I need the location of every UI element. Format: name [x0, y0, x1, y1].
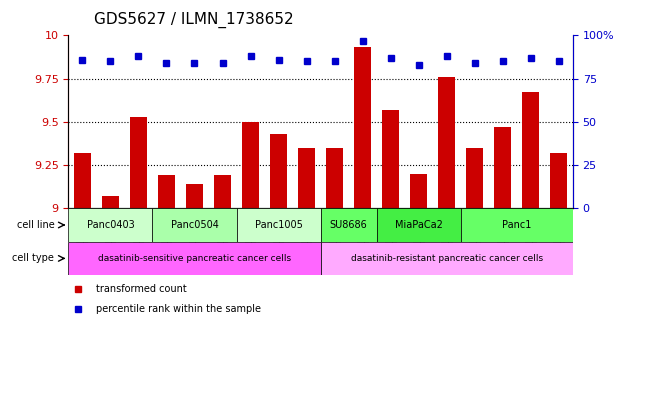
Text: Panc0403: Panc0403 — [87, 220, 134, 230]
Bar — [466, 148, 483, 208]
Bar — [298, 148, 315, 208]
FancyBboxPatch shape — [461, 208, 573, 242]
Text: transformed count: transformed count — [96, 284, 187, 294]
Bar — [214, 175, 231, 208]
FancyBboxPatch shape — [236, 208, 320, 242]
Bar — [410, 174, 427, 208]
Text: percentile rank within the sample: percentile rank within the sample — [96, 303, 261, 314]
FancyBboxPatch shape — [152, 208, 236, 242]
Bar — [326, 148, 343, 208]
FancyBboxPatch shape — [320, 242, 573, 275]
Text: cell line: cell line — [16, 220, 54, 230]
Bar — [186, 184, 203, 208]
Text: cell type: cell type — [12, 253, 54, 263]
FancyBboxPatch shape — [320, 208, 377, 242]
Text: GDS5627 / ILMN_1738652: GDS5627 / ILMN_1738652 — [94, 11, 293, 28]
Text: Panc0504: Panc0504 — [171, 220, 219, 230]
Bar — [74, 153, 90, 208]
Text: dasatinib-sensitive pancreatic cancer cells: dasatinib-sensitive pancreatic cancer ce… — [98, 254, 291, 263]
Bar — [494, 127, 511, 208]
Bar — [522, 92, 539, 208]
Text: dasatinib-resistant pancreatic cancer cells: dasatinib-resistant pancreatic cancer ce… — [351, 254, 543, 263]
Bar — [242, 122, 259, 208]
Text: SU8686: SU8686 — [330, 220, 368, 230]
Bar — [130, 117, 147, 208]
Bar — [270, 134, 287, 208]
Bar — [354, 48, 371, 208]
Text: Panc1: Panc1 — [502, 220, 531, 230]
Bar — [102, 196, 118, 208]
Bar — [382, 110, 399, 208]
Bar — [158, 175, 175, 208]
FancyBboxPatch shape — [377, 208, 461, 242]
Bar — [551, 153, 567, 208]
Text: MiaPaCa2: MiaPaCa2 — [395, 220, 443, 230]
FancyBboxPatch shape — [68, 242, 320, 275]
FancyBboxPatch shape — [68, 208, 152, 242]
Text: Panc1005: Panc1005 — [255, 220, 303, 230]
Bar — [438, 77, 455, 208]
